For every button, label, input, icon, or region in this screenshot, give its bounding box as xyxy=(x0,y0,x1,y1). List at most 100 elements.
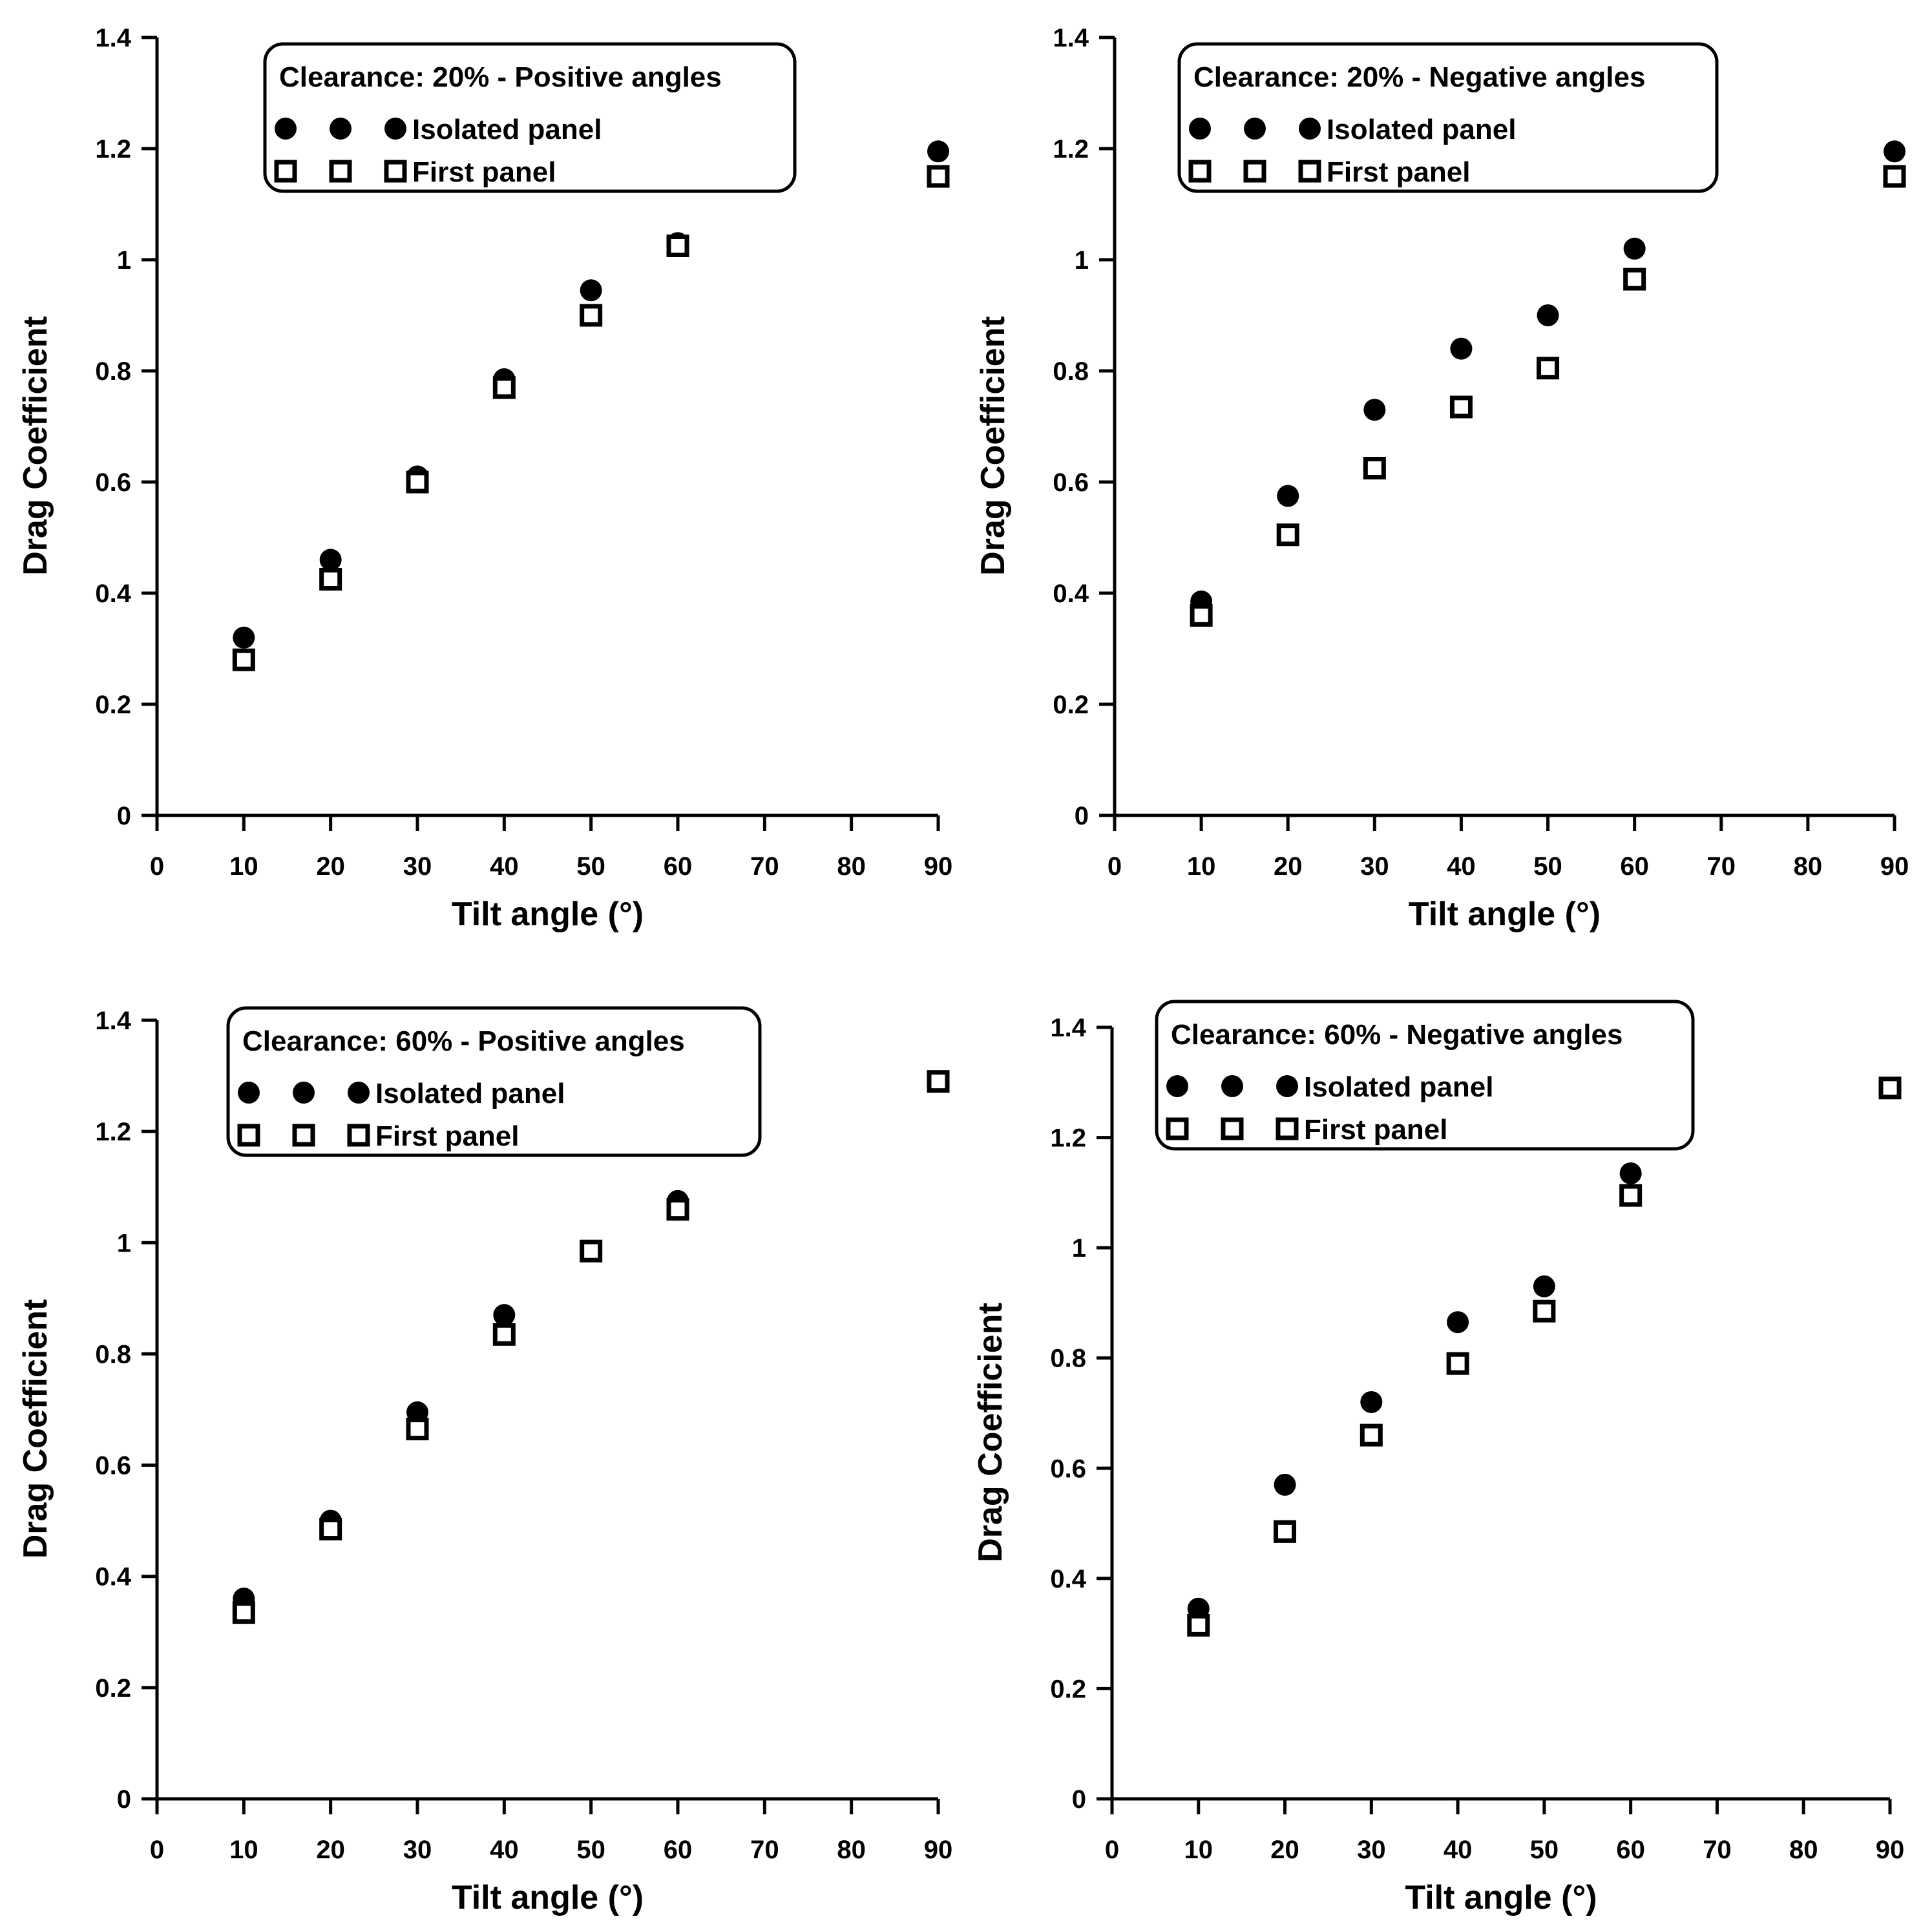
legend: Clearance: 60% - Positive angles Isolated… xyxy=(226,1006,762,1157)
y-tick-label: 0.4 xyxy=(95,580,131,608)
x-tick-label: 60 xyxy=(1620,852,1649,881)
legend-marker-square xyxy=(1188,160,1212,183)
legend-marker-circle xyxy=(330,118,352,140)
y-axis-title: Drag Coefficient xyxy=(974,316,1012,576)
y-tick-label: 0.8 xyxy=(95,1340,131,1369)
y-tick-label: 0 xyxy=(117,1785,131,1814)
y-axis-title: Drag Coefficient xyxy=(17,316,54,576)
data-point-first-panel xyxy=(1533,1299,1556,1323)
y-tick-label: 0.4 xyxy=(1050,1565,1086,1593)
y-tick-label: 0.2 xyxy=(95,691,131,719)
x-tick-label: 40 xyxy=(1447,852,1476,881)
y-tick-label: 0.2 xyxy=(1050,1675,1086,1703)
data-point-isolated-panel xyxy=(1277,485,1299,507)
x-tick-label: 30 xyxy=(403,1836,432,1864)
legend-marker-circle xyxy=(348,1082,370,1104)
x-tick-label: 50 xyxy=(1530,1836,1559,1864)
x-tick-label: 90 xyxy=(924,1836,953,1864)
legend-marker-circle xyxy=(238,1082,260,1104)
y-tick-label: 1.2 xyxy=(95,135,131,163)
legend-marker-circle xyxy=(1299,118,1321,140)
data-point-isolated-panel xyxy=(319,549,342,571)
legend-marker-circle xyxy=(384,118,406,140)
legend-title: Clearance: 20% - Negative angles xyxy=(1193,61,1645,93)
x-tick-label: 90 xyxy=(1880,852,1909,881)
x-tick-label: 70 xyxy=(750,852,779,881)
data-point-first-panel xyxy=(1449,395,1473,419)
legend-marker-square xyxy=(1298,160,1321,183)
y-tick-label: 1 xyxy=(1072,1234,1086,1263)
legend-label: Isolated panel xyxy=(1327,114,1516,145)
chart-panel-3: 0 0.2 0.4 0.6 0.8 1 1.2 1.4 0 10 20 30 40 50 60 70 80 90 T… xyxy=(17,1006,953,1916)
x-tick-label: 30 xyxy=(403,852,432,881)
legend-box xyxy=(263,42,797,193)
data-point-isolated-panel xyxy=(1360,1390,1383,1413)
x-tick-label: 90 xyxy=(924,852,953,881)
legend-label: First panel xyxy=(375,1120,520,1152)
legend-marker-square xyxy=(274,160,297,183)
y-tick-label: 0.2 xyxy=(95,1674,131,1703)
data-point-first-panel xyxy=(1274,1520,1297,1543)
data-point-first-panel xyxy=(1537,357,1560,380)
legend-marker-square xyxy=(347,1124,370,1147)
data-point-first-panel xyxy=(1446,1352,1469,1375)
data-point-first-panel xyxy=(927,165,950,188)
legend-marker-square xyxy=(292,1124,315,1147)
x-tick-label: 20 xyxy=(316,1836,345,1864)
data-point-first-panel xyxy=(1878,1076,1902,1100)
x-axis-title: Tilt angle (°) xyxy=(1409,896,1601,933)
data-point-first-panel xyxy=(232,1601,255,1624)
x-tick-label: 10 xyxy=(229,852,258,881)
x-tick-label: 20 xyxy=(1274,852,1303,881)
data-point-first-panel xyxy=(319,1518,342,1541)
legend-title: Clearance: 60% - Negative angles xyxy=(1171,1019,1622,1051)
legend-marker-circle xyxy=(1244,118,1266,140)
y-axis-title: Drag Coefficient xyxy=(17,1299,54,1559)
data-point-first-panel xyxy=(319,568,342,591)
legend-marker-circle xyxy=(1166,1075,1188,1097)
legend-marker-square xyxy=(237,1124,260,1147)
data-point-first-panel xyxy=(1883,165,1906,188)
y-tick-label: 1.4 xyxy=(1053,24,1089,52)
y-tick-label: 1.2 xyxy=(1050,1124,1086,1153)
data-point-isolated-panel xyxy=(493,1304,516,1327)
x-tick-label: 0 xyxy=(150,1836,164,1864)
legend: Clearance: 60% - Negative angles Isolated… xyxy=(1155,1000,1695,1151)
data-point-isolated-panel xyxy=(580,279,602,302)
x-tick-label: 70 xyxy=(1703,1836,1732,1864)
data-point-first-panel xyxy=(1187,1613,1210,1637)
data-point-first-panel xyxy=(1276,523,1299,547)
legend-title: Clearance: 60% - Positive angles xyxy=(242,1025,685,1057)
data-point-isolated-panel xyxy=(1450,337,1473,360)
x-tick-label: 50 xyxy=(576,852,605,881)
legend-label: Isolated panel xyxy=(375,1078,565,1109)
data-point-first-panel xyxy=(666,1198,689,1221)
chart-panel-2: 0 0.2 0.4 0.6 0.8 1 1.2 1.4 0 10 20 30 40 50 60 70 80 90 T… xyxy=(974,24,1909,933)
legend-marker-square xyxy=(384,160,407,183)
legend-marker-square xyxy=(1221,1117,1244,1140)
legend-box xyxy=(1155,1000,1695,1151)
x-tick-label: 30 xyxy=(1357,1836,1386,1864)
y-tick-label: 0.4 xyxy=(95,1563,131,1591)
data-point-isolated-panel xyxy=(233,626,255,649)
x-tick-label: 40 xyxy=(1444,1836,1473,1864)
legend-marker-circle xyxy=(275,118,297,140)
legend-label: First panel xyxy=(1327,156,1471,188)
x-tick-label: 80 xyxy=(1789,1836,1818,1864)
x-tick-label: 70 xyxy=(750,1836,779,1864)
x-tick-label: 30 xyxy=(1360,852,1389,881)
x-tick-label: 10 xyxy=(1187,852,1216,881)
y-tick-label: 1.4 xyxy=(1050,1014,1086,1042)
data-point-first-panel xyxy=(580,1239,603,1263)
y-tick-label: 0.4 xyxy=(1053,580,1089,608)
y-tick-label: 0.6 xyxy=(1050,1454,1086,1483)
data-point-isolated-panel xyxy=(1533,1275,1555,1297)
legend-box xyxy=(226,1006,762,1157)
x-tick-label: 20 xyxy=(316,852,345,881)
data-point-isolated-panel xyxy=(1447,1311,1469,1334)
data-point-isolated-panel xyxy=(1363,399,1386,421)
x-tick-label: 0 xyxy=(1105,1836,1119,1864)
x-tick-label: 50 xyxy=(576,1836,605,1864)
data-point-isolated-panel xyxy=(1537,304,1559,326)
legend-label: Isolated panel xyxy=(412,114,602,145)
